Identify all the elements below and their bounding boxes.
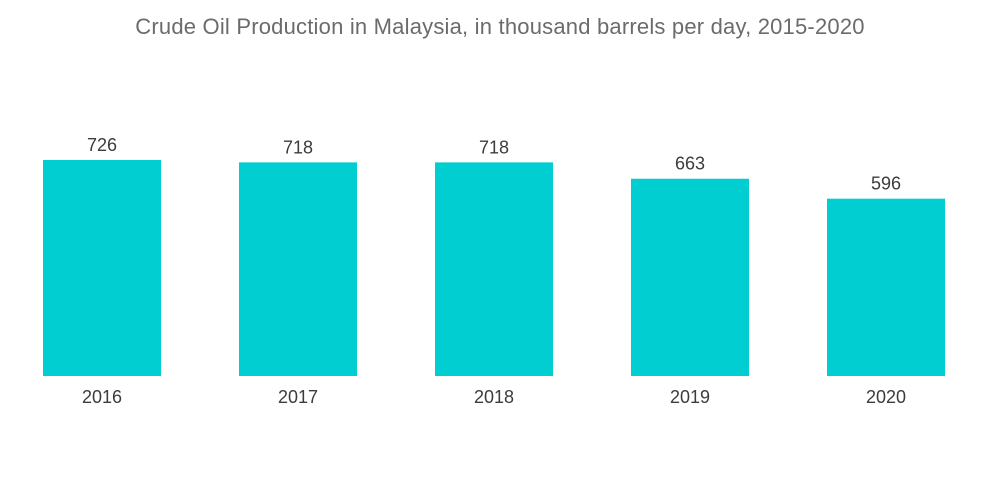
value-label-2017: 718 xyxy=(283,137,313,157)
x-tick-2020: 2020 xyxy=(866,387,906,407)
value-label-2020: 596 xyxy=(871,174,901,194)
x-tick-2016: 2016 xyxy=(82,387,122,407)
bar-2019 xyxy=(631,178,749,376)
chart-title: Crude Oil Production in Malaysia, in tho… xyxy=(135,14,865,39)
x-tick-2019: 2019 xyxy=(670,387,710,407)
value-label-2019: 663 xyxy=(675,154,705,174)
x-tick-2017: 2017 xyxy=(278,387,318,407)
x-axis-ticks: 2016 2017 2018 2019 2020 xyxy=(82,387,906,407)
bar-2016 xyxy=(43,160,161,376)
bar-2017 xyxy=(239,162,357,376)
value-label-2016: 726 xyxy=(87,135,117,155)
bars-group xyxy=(43,160,945,376)
bar-2018 xyxy=(435,162,553,376)
x-tick-2018: 2018 xyxy=(474,387,514,407)
bar-2020 xyxy=(827,198,945,376)
value-label-2018: 718 xyxy=(479,137,509,157)
value-labels-group: 726 718 718 663 596 xyxy=(87,135,901,194)
